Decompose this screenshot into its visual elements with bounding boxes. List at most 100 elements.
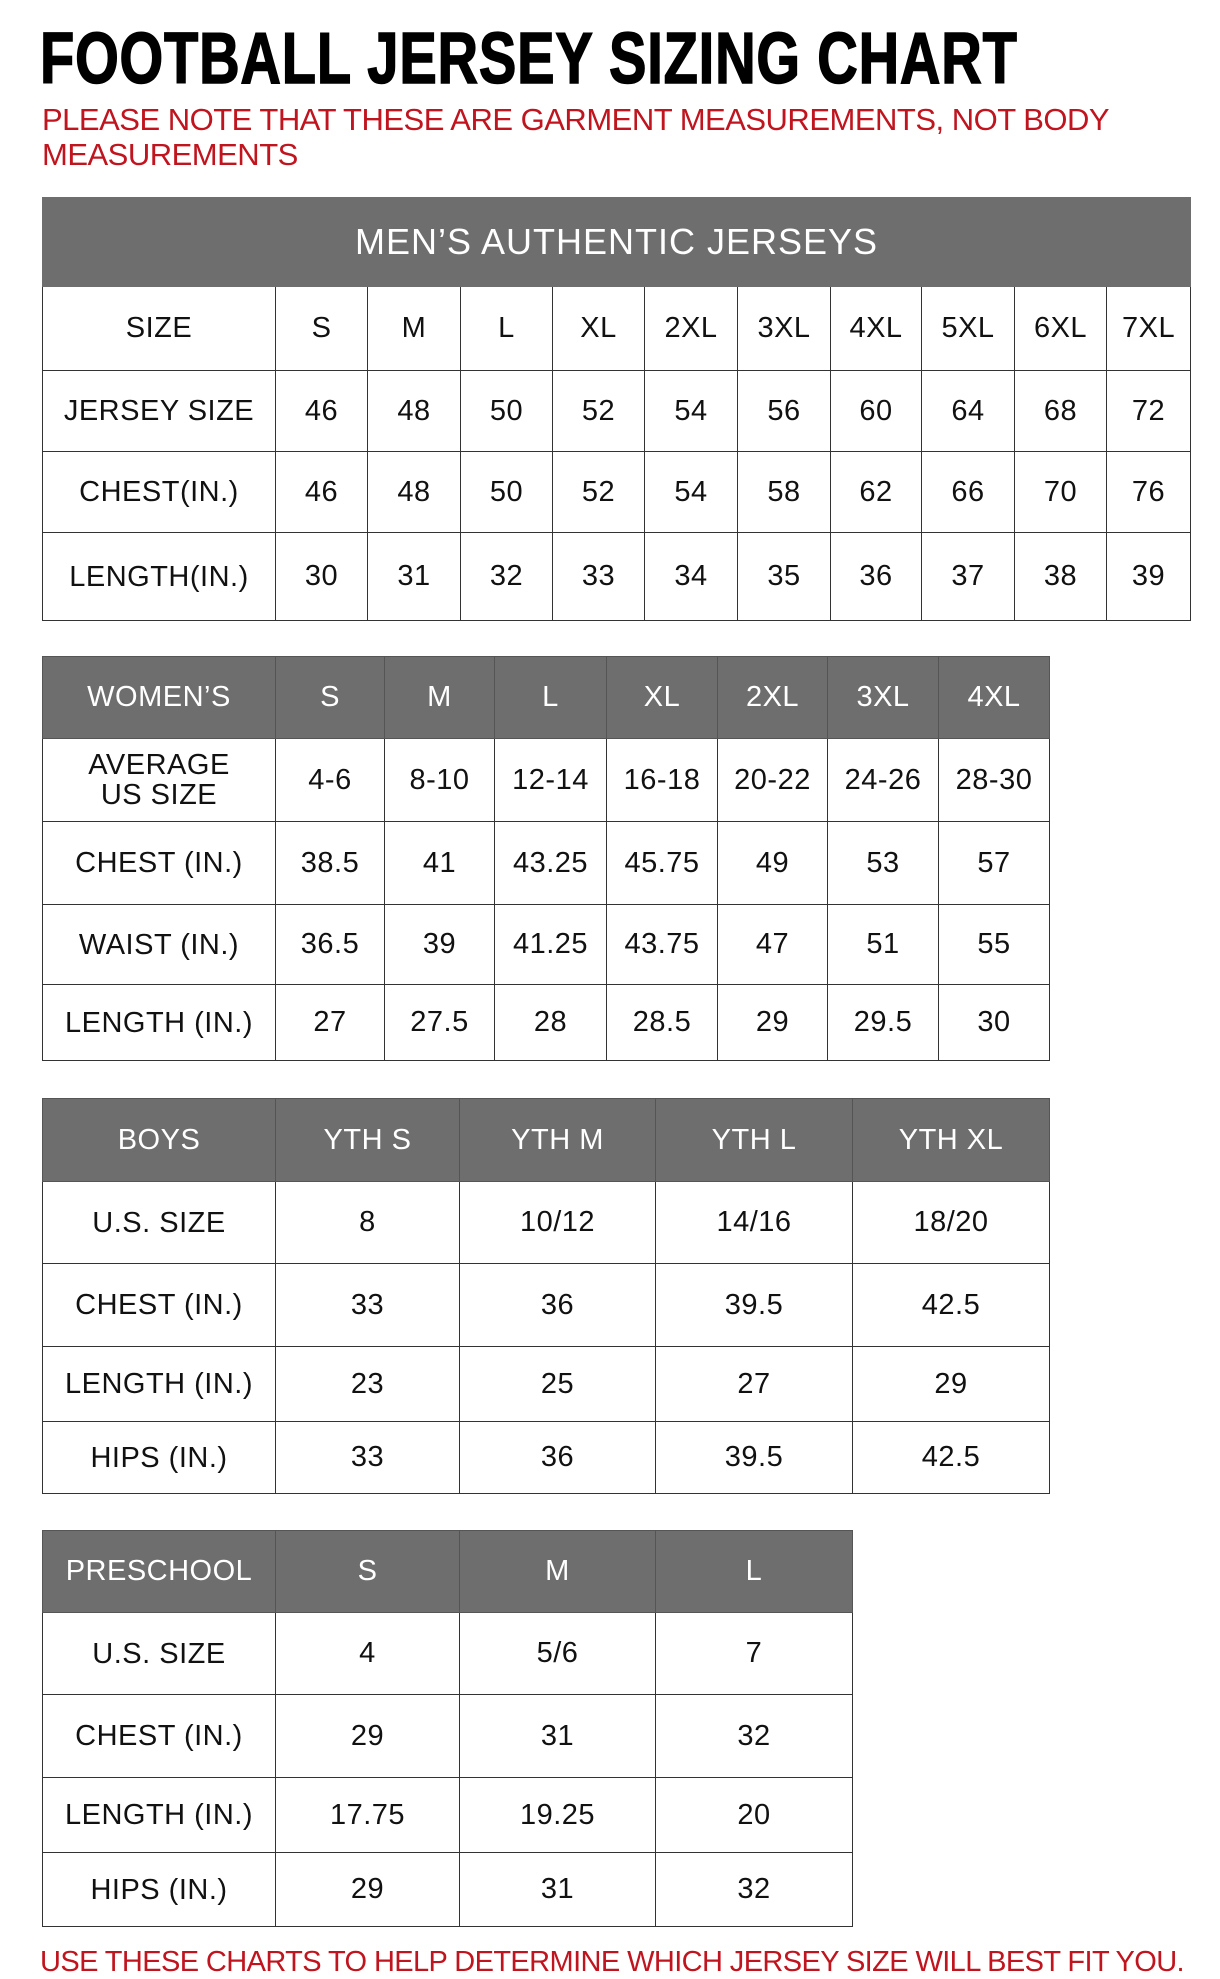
- womens-table: WOMEN’S S M L XL 2XL 3XL 4XL AVERAGE US SIZE 4-6 8…: [42, 656, 1050, 1061]
- table-row: AVERAGE US SIZE 4-6 8-10 12-14 16-18 20-22 24-…: [42, 738, 1050, 822]
- measurement-value: 32: [655, 1694, 853, 1778]
- measurement-value: 34: [644, 532, 738, 621]
- measurement-value: 39.5: [655, 1263, 853, 1347]
- measurement-value: 54: [644, 451, 738, 533]
- measurement-value: 29: [275, 1852, 460, 1927]
- table-row: U.S. SIZE 4 5/6 7: [42, 1612, 853, 1695]
- measurement-label: AVERAGE US SIZE: [42, 738, 276, 822]
- measurement-value: 41: [384, 821, 495, 905]
- size-column-header: 4XL: [938, 656, 1050, 739]
- size-column-header: YTH M: [459, 1098, 656, 1182]
- size-column-header: M: [367, 286, 461, 371]
- measurement-value: 70: [1014, 451, 1107, 533]
- measurement-value: 39: [384, 904, 495, 985]
- table-row: HIPS (IN.) 29 31 32: [42, 1852, 853, 1927]
- measurement-value: 39.5: [655, 1421, 853, 1494]
- measurement-value: 37: [921, 532, 1015, 621]
- size-column-header: S: [275, 1530, 460, 1613]
- measurement-label: CHEST (IN.): [42, 821, 276, 905]
- measurement-value: 27: [655, 1346, 853, 1422]
- measurement-label: LENGTH (IN.): [42, 1777, 276, 1853]
- measurement-value: 23: [275, 1346, 460, 1422]
- row-header-title: PRESCHOOL: [42, 1530, 276, 1613]
- measurement-value: 5/6: [459, 1612, 656, 1695]
- measurement-value: 68: [1014, 370, 1107, 452]
- measurement-label: LENGTH(IN.): [42, 532, 276, 621]
- table-row: CHEST(IN.) 46 48 50 52 54 58 62 66 70 76: [42, 451, 1192, 533]
- row-header-title: BOYS: [42, 1098, 276, 1182]
- measurement-value: 51: [827, 904, 939, 985]
- table-caption: MEN’S AUTHENTIC JERSEYS: [41, 197, 1192, 287]
- measurement-value: 33: [275, 1263, 460, 1347]
- size-column-header: L: [494, 656, 607, 739]
- boys-table: BOYS YTH S YTH M YTH L YTH XL U.S. SIZE 8 10/12…: [42, 1098, 1050, 1494]
- measurement-label: HIPS (IN.): [42, 1421, 276, 1494]
- size-column-header: 3XL: [827, 656, 939, 739]
- measurement-label: HIPS (IN.): [42, 1852, 276, 1927]
- measurement-value: 46: [275, 451, 368, 533]
- measurement-value: 33: [275, 1421, 460, 1494]
- size-column-header: YTH S: [275, 1098, 460, 1182]
- measurement-value: 31: [367, 532, 461, 621]
- row-header-title: SIZE: [42, 286, 276, 371]
- measurement-value: 20-22: [717, 738, 828, 822]
- measurement-value: 64: [921, 370, 1015, 452]
- measurement-label: LENGTH (IN.): [42, 984, 276, 1061]
- measurement-value: 4-6: [275, 738, 385, 822]
- size-column-header: 6XL: [1014, 286, 1107, 371]
- measurement-value: 4: [275, 1612, 460, 1695]
- measurement-value: 30: [275, 532, 368, 621]
- row-header-title: WOMEN’S: [42, 656, 276, 739]
- footer-note: USE THESE CHARTS TO HELP DETERMINE WHICH…: [40, 1946, 1185, 1978]
- table-row: LENGTH (IN.) 17.75 19.25 20: [42, 1777, 853, 1853]
- measurement-value: 52: [552, 451, 645, 533]
- header-row: WOMEN’S S M L XL 2XL 3XL 4XL: [42, 656, 1050, 739]
- measurement-value: 52: [552, 370, 645, 452]
- measurement-label: WAIST (IN.): [42, 904, 276, 985]
- measurement-value: 49: [717, 821, 828, 905]
- measurement-value: 28.5: [606, 984, 718, 1061]
- measurement-value: 47: [717, 904, 828, 985]
- measurement-value: 58: [737, 451, 831, 533]
- header-row: PRESCHOOL S M L: [42, 1530, 853, 1613]
- measurement-value: 19.25: [459, 1777, 656, 1853]
- measurement-value: 20: [655, 1777, 853, 1853]
- measurement-value: 48: [367, 451, 461, 533]
- measurement-value: 31: [459, 1694, 656, 1778]
- table-row: U.S. SIZE 8 10/12 14/16 18/20: [42, 1181, 1050, 1264]
- measurement-value: 29.5: [827, 984, 939, 1061]
- size-column-header: XL: [606, 656, 718, 739]
- measurement-value: 8: [275, 1181, 460, 1264]
- measurement-value: 31: [459, 1852, 656, 1927]
- garment-measurement-note: PLEASE NOTE THAT THESE ARE GARMENT MEASU…: [42, 102, 1109, 172]
- measurement-value: 55: [938, 904, 1050, 985]
- measurement-value: 54: [644, 370, 738, 452]
- measurement-value: 45.75: [606, 821, 718, 905]
- measurement-value: 27: [275, 984, 385, 1061]
- measurement-value: 42.5: [852, 1263, 1050, 1347]
- measurement-value: 17.75: [275, 1777, 460, 1853]
- measurement-value: 28-30: [938, 738, 1050, 822]
- measurement-value: 60: [830, 370, 922, 452]
- measurement-value: 24-26: [827, 738, 939, 822]
- measurement-value: 16-18: [606, 738, 718, 822]
- measurement-value: 33: [552, 532, 645, 621]
- size-column-header: M: [459, 1530, 656, 1613]
- measurement-value: 7: [655, 1612, 853, 1695]
- measurement-value: 8-10: [384, 738, 495, 822]
- measurement-value: 56: [737, 370, 831, 452]
- measurement-value: 72: [1105, 370, 1192, 452]
- measurement-value: 25: [459, 1346, 656, 1422]
- measurement-label: CHEST (IN.): [42, 1263, 276, 1347]
- measurement-value: 29: [275, 1694, 460, 1778]
- size-column-header: YTH XL: [852, 1098, 1050, 1182]
- measurement-value: 29: [717, 984, 828, 1061]
- measurement-value: 38.5: [275, 821, 385, 905]
- measurement-value: 29: [852, 1346, 1050, 1422]
- measurement-value: 48: [367, 370, 461, 452]
- measurement-label: LENGTH (IN.): [42, 1346, 276, 1422]
- size-column-header: L: [460, 286, 553, 371]
- measurement-value: 28: [494, 984, 607, 1061]
- measurement-label: U.S. SIZE: [42, 1612, 276, 1695]
- page-title: FOOTBALL JERSEY SIZING CHART: [39, 18, 1018, 100]
